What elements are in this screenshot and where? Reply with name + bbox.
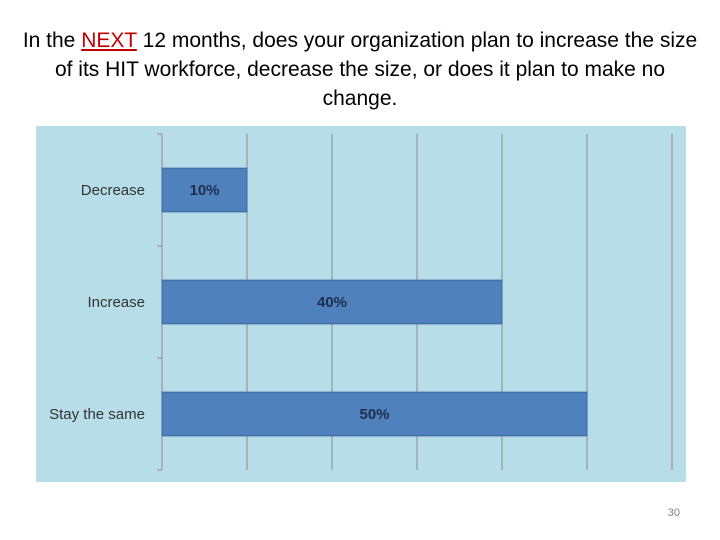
bar-chart-svg: Decrease 10% Increase 40% Stay the same 50% [36,126,686,482]
labels: Decrease 10% Increase 40% Stay the same 50% [49,182,389,423]
bar-increase [161,279,503,325]
bar-chart: Decrease 10% Increase 40% Stay the same 50% [36,126,686,482]
page-number: 30 [667,507,680,519]
slide-title: In the NEXT 12 months, does your organiz… [20,26,700,113]
category-label: Decrease [81,182,145,199]
data-label: 10% [189,182,219,199]
bar-stay-the-same [161,391,588,437]
category-label: Increase [87,294,145,311]
bars [161,167,588,437]
data-label: 50% [359,406,389,423]
title-suffix: 12 months, does your organization plan t… [54,29,698,110]
title-emphasis-next: NEXT [81,29,137,52]
category-label: Stay the same [49,406,145,423]
title-prefix: In the [22,29,82,52]
bar-decrease [161,167,248,213]
data-label: 40% [317,294,347,311]
